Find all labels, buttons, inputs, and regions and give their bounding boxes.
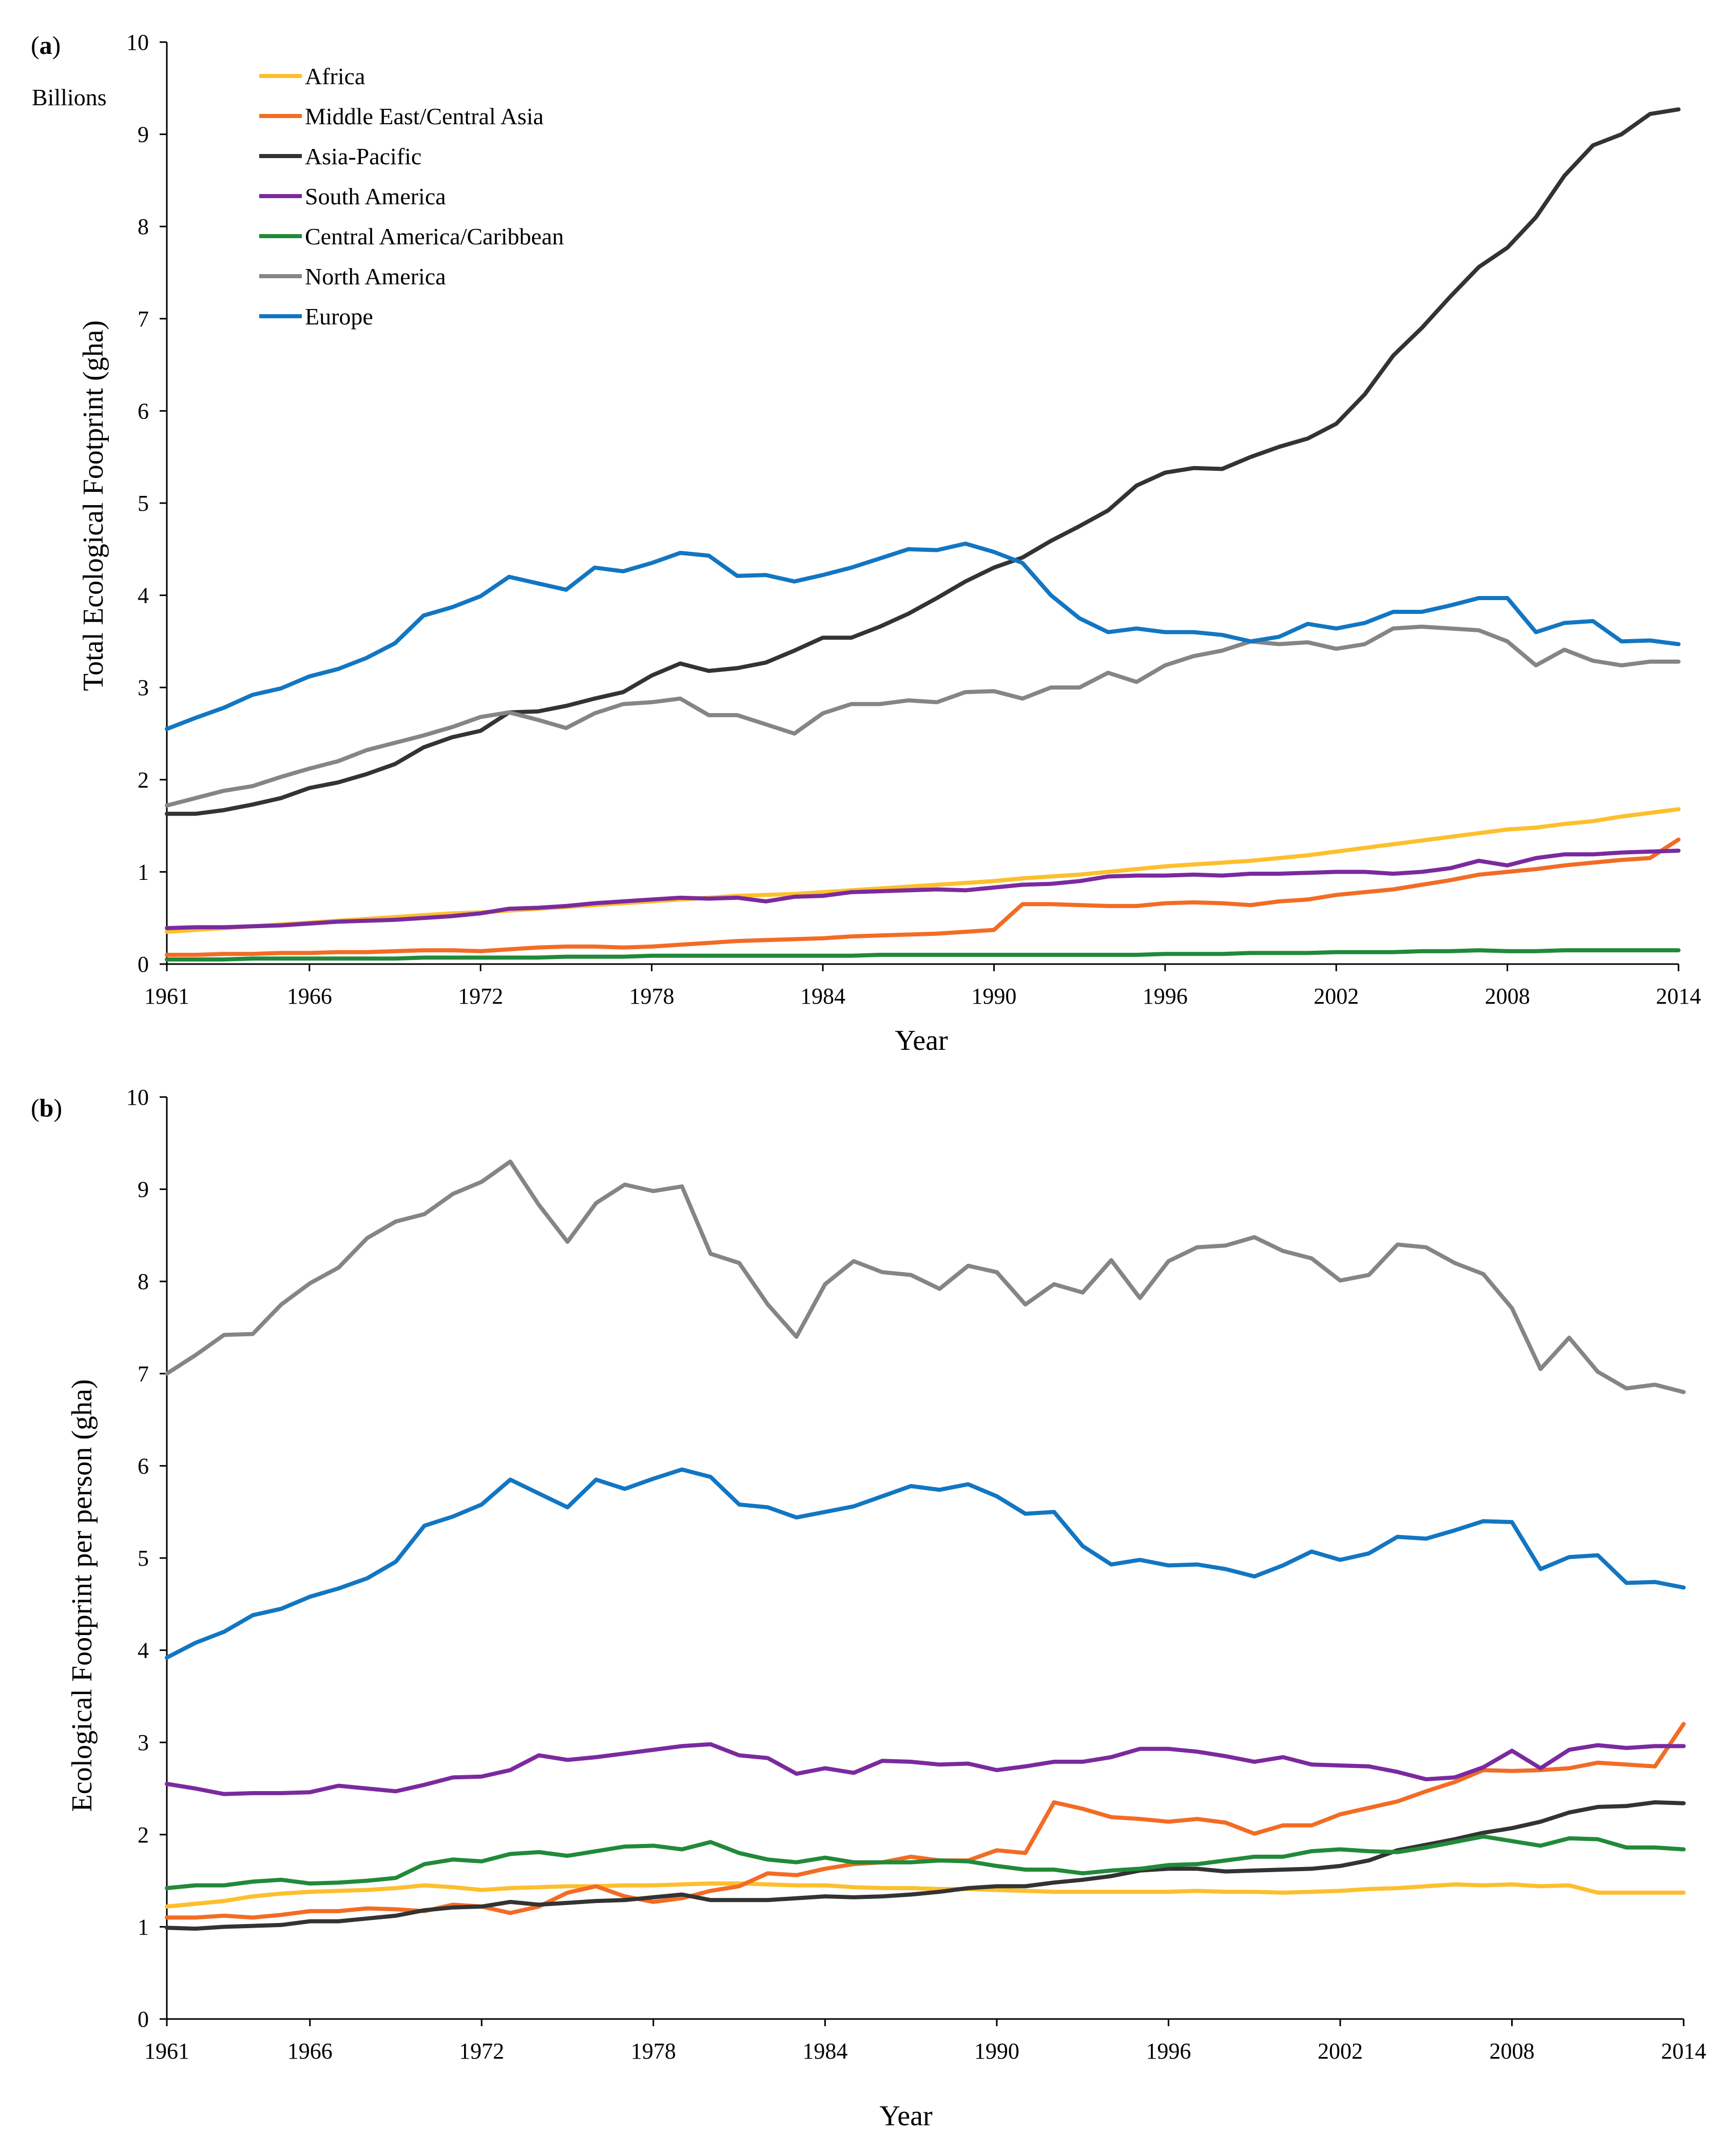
x-tick-label: 1961: [144, 984, 189, 1009]
x-tick-label: 1978: [631, 2039, 676, 2064]
panel-b-y-axis-title: Ecological Footprint per person (gha): [66, 1379, 98, 1812]
x-tick-label: 1996: [1143, 984, 1188, 1009]
legend-label: Middle East/Central Asia: [305, 103, 544, 129]
panel-b-axes: 0 1 2 3 4 5 6 7 8 9 10 1961 1966 1972 1978 1984 1990 1996…: [126, 1085, 1706, 2064]
legend-item-africa: Africa: [259, 63, 365, 89]
x-tick-label: 2002: [1318, 2039, 1363, 2064]
x-tick-label: 1984: [802, 2039, 847, 2064]
panel-a-x-axis-title: Year: [895, 1025, 948, 1056]
series-line-asia-pacific: [165, 1800, 1686, 1931]
y-tick-label: 6: [138, 1453, 149, 1478]
legend-item-south-america: South America: [259, 183, 446, 209]
panel-b-series: [165, 1159, 1686, 1931]
legend-item-central-america: Central America/Caribbean: [259, 223, 564, 249]
y-tick-label: 9: [138, 122, 149, 147]
panel-b-label: (b): [31, 1093, 62, 1122]
x-tick-label: 1984: [800, 984, 845, 1009]
x-tick-label: 2014: [1656, 984, 1701, 1009]
y-tick-label: 0: [138, 952, 149, 977]
series-line-central-america: [165, 948, 1681, 962]
y-tick-label: 4: [138, 583, 149, 608]
series-line-africa: [165, 807, 1681, 934]
panel-a-units-label: Billions: [32, 84, 107, 110]
x-tick-label: 1990: [974, 2039, 1019, 2064]
legend-label: Central America/Caribbean: [305, 223, 564, 249]
x-tick-label: 2014: [1661, 2039, 1706, 2064]
panel-b-x-axis-title: Year: [879, 2100, 933, 2132]
series-line-south-america: [165, 1742, 1686, 1796]
x-tick-label: 1996: [1146, 2039, 1191, 2064]
legend-label: Asia-Pacific: [305, 143, 421, 169]
series-line-europe: [165, 542, 1681, 731]
legend-item-north-america: North America: [259, 263, 446, 290]
y-tick-label: 1: [138, 859, 149, 885]
y-tick-label: 5: [138, 1546, 149, 1571]
y-tick-label: 3: [138, 1730, 149, 1755]
legend-label: North America: [305, 263, 446, 290]
legend-item-asia-pacific: Asia-Pacific: [259, 143, 421, 169]
y-tick-label: 8: [138, 214, 149, 239]
series-line-north-america: [165, 624, 1681, 808]
y-tick-label: 2: [138, 767, 149, 793]
y-tick-label: 7: [138, 306, 149, 332]
x-tick-label: 1966: [287, 2039, 333, 2064]
y-tick-label: 6: [138, 398, 149, 424]
y-tick-label: 2: [138, 1822, 149, 1848]
y-tick-label: 1: [138, 1914, 149, 1939]
x-tick-label: 1966: [287, 984, 332, 1009]
series-line-middle-east: [165, 837, 1681, 957]
x-tick-label: 1961: [144, 2039, 189, 2064]
x-tick-label: 1990: [971, 984, 1016, 1009]
x-tick-label: 2002: [1314, 984, 1359, 1009]
y-tick-label: 4: [138, 1638, 149, 1663]
legend-label: Africa: [305, 63, 365, 89]
x-tick-label: 2008: [1489, 2039, 1534, 2064]
series-line-asia-pacific: [165, 107, 1681, 816]
x-tick-label: 1972: [459, 2039, 504, 2064]
legend-label: South America: [305, 183, 446, 209]
y-tick-label: 0: [138, 2007, 149, 2032]
x-tick-label: 2008: [1485, 984, 1530, 1009]
x-tick-label: 1978: [629, 984, 674, 1009]
y-tick-label: 10: [126, 1085, 149, 1110]
panel-a-series: [165, 107, 1681, 962]
legend-label: Europe: [305, 303, 373, 330]
series-line-north-america: [165, 1159, 1686, 1394]
panel-a-label: (a): [31, 31, 61, 60]
y-tick-label: 8: [138, 1269, 149, 1294]
series-line-europe: [165, 1467, 1686, 1660]
panel-a-chart: (a) Billions 0 1 2 3 4 5 6 7 8 9 10 1961 1966 1972 197…: [31, 30, 1701, 1056]
y-tick-label: 5: [138, 491, 149, 516]
series-line-south-america: [165, 849, 1681, 930]
legend-item-middle-east: Middle East/Central Asia: [259, 103, 544, 129]
series-line-central-america: [165, 1834, 1686, 1890]
y-tick-label: 3: [138, 675, 149, 700]
series-line-africa: [165, 1881, 1686, 1909]
legend-item-europe: Europe: [259, 303, 373, 330]
y-tick-label: 10: [126, 30, 149, 55]
y-tick-label: 7: [138, 1361, 149, 1387]
panel-a-axes: 0 1 2 3 4 5 6 7 8 9 10 1961 1966 1972 1978 1984 1990 1996…: [126, 30, 1701, 1009]
panel-a-legend: Africa Middle East/Central Asia Asia-Pacif…: [259, 63, 564, 330]
panel-a-y-axis-title: Total Ecological Footprint (gha): [78, 320, 109, 691]
y-tick-label: 9: [138, 1177, 149, 1202]
x-tick-label: 1972: [458, 984, 503, 1009]
panel-b-chart: (b) 0 1 2 3 4 5 6 7 8 9 10 1961 1966 1972 1978 1984 1990…: [31, 1085, 1706, 2132]
